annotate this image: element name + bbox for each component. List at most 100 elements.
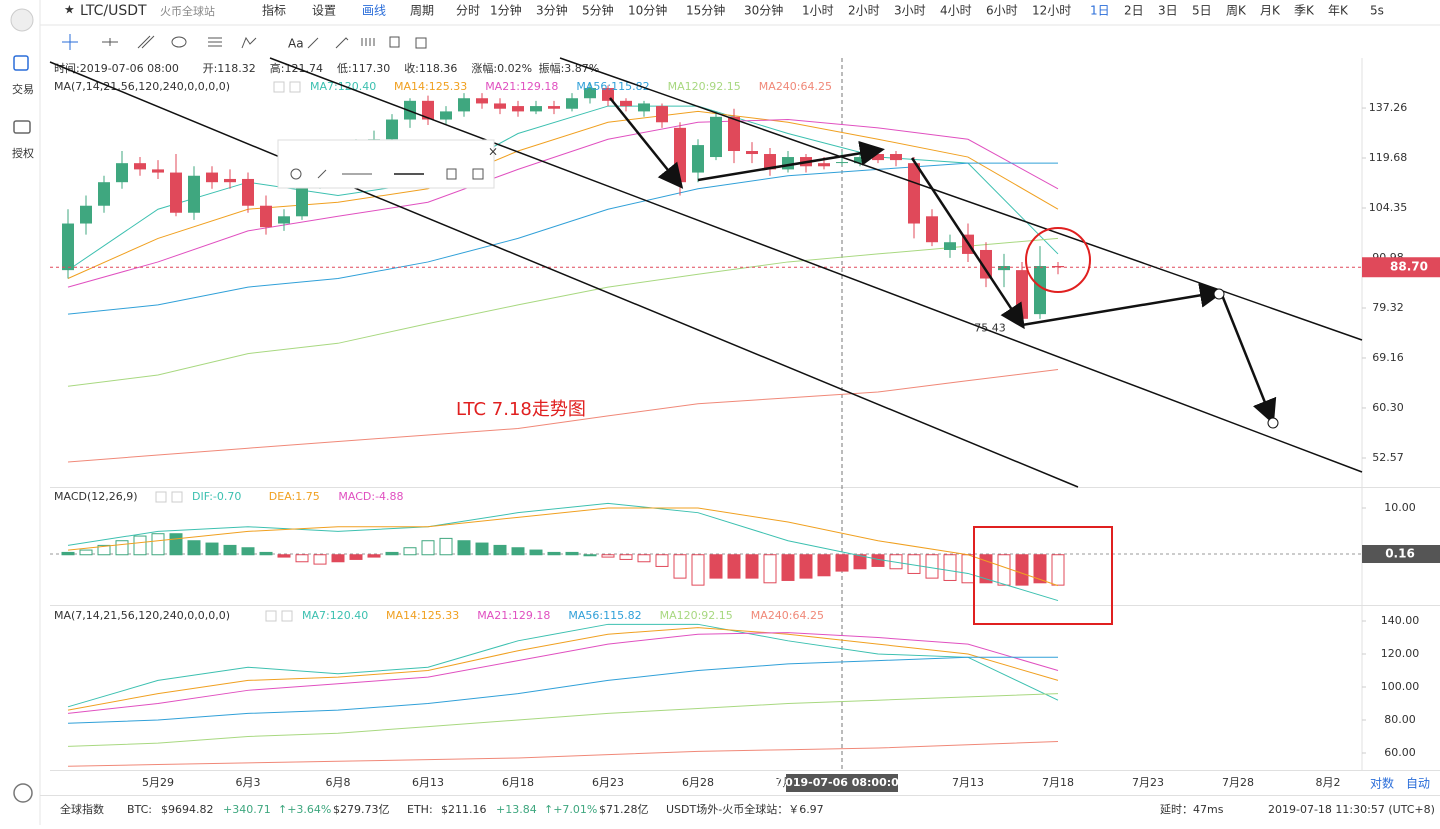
tool[interactable]: 指标	[262, 3, 286, 18]
macd-bar	[349, 554, 363, 560]
header-item: DIF:-0.70	[192, 490, 241, 503]
header-item: MA21:129.18	[477, 609, 550, 622]
period[interactable]: 5日	[1192, 4, 1212, 18]
candle-body	[116, 163, 128, 183]
x-tick-label: 8月2	[1316, 776, 1341, 789]
y-tick-label: 10.00	[1384, 501, 1416, 514]
close-icon	[289, 81, 301, 93]
candle-body	[476, 98, 488, 104]
arrows	[609, 97, 1277, 425]
popup-close[interactable]: ×	[488, 145, 498, 159]
period[interactable]: 分时	[456, 4, 480, 18]
y-tick-label: 104.35	[1369, 201, 1408, 214]
macd-bar	[601, 554, 615, 558]
x-tick-label: 6月13	[412, 776, 444, 789]
y-tick-label: 119.68	[1369, 151, 1408, 164]
refresh[interactable]: 5s	[1370, 4, 1384, 18]
candle-body	[1034, 266, 1046, 315]
status-latency: 延时：47ms	[1160, 803, 1224, 816]
last-price-badge	[1362, 257, 1440, 278]
macd-bar	[295, 554, 309, 563]
period[interactable]: 月K	[1260, 4, 1281, 18]
y-tick-label: 120.00	[1381, 647, 1420, 660]
macd-bar	[97, 544, 111, 556]
macd-bar	[241, 547, 255, 556]
period[interactable]: 12小时	[1032, 4, 1071, 18]
macd-bar	[835, 554, 849, 572]
last-price: 88.70	[1390, 260, 1428, 274]
macd-bar	[709, 554, 723, 579]
x-tick-label: 6月8	[326, 776, 351, 789]
macd-bar	[439, 537, 453, 556]
period-label[interactable]: 周期	[410, 4, 434, 18]
period[interactable]: 30分钟	[744, 3, 783, 18]
tool[interactable]: 设置	[312, 4, 336, 18]
macd-bar	[943, 554, 957, 581]
header-item: MACD:-4.88	[338, 490, 403, 503]
auth-icon[interactable]	[13, 120, 31, 134]
macd-bar	[133, 535, 147, 556]
sidebar-item[interactable]: 授权	[12, 146, 34, 160]
macd-bar	[79, 549, 93, 556]
period[interactable]: 季K	[1294, 4, 1315, 18]
candle-body	[692, 145, 704, 173]
candle-body	[440, 111, 452, 120]
period[interactable]: 5分钟	[582, 3, 614, 18]
period[interactable]: 年K	[1328, 4, 1349, 18]
status-btc: $9694.82	[161, 803, 214, 816]
period[interactable]: 周K	[1226, 4, 1247, 18]
y-tick-label: 79.32	[1372, 301, 1404, 314]
period[interactable]: 4小时	[940, 4, 972, 18]
period[interactable]: 6小时	[986, 4, 1018, 18]
text-tool[interactable]: Aa	[288, 37, 304, 51]
macd-bar	[367, 554, 381, 558]
header-item: MA14:125.33	[394, 80, 467, 93]
candle-body	[224, 178, 236, 183]
scale-mode[interactable]: 对数	[1370, 776, 1394, 791]
trade-icon[interactable]	[13, 55, 29, 71]
sidebar-item[interactable]: 交易	[12, 82, 34, 96]
macd-bar	[565, 551, 579, 556]
star[interactable]: ★	[64, 3, 75, 17]
crosshair-label: 2019-07-06 08:00:00	[778, 776, 907, 789]
header-item: MA56:115.82	[568, 609, 641, 622]
candle-body	[656, 106, 668, 123]
x-tick-label: 6月3	[236, 776, 261, 789]
candle-body	[278, 216, 290, 224]
candle-body	[836, 162, 848, 164]
close-icon	[171, 491, 183, 503]
tool[interactable]: 画线	[362, 4, 386, 18]
macd-bar	[493, 544, 507, 556]
period[interactable]: 15分钟	[686, 3, 725, 18]
period[interactable]: 10分钟	[628, 3, 667, 18]
header-title: MA(7,14,21,56,120,240,0,0,0,0)	[54, 80, 230, 93]
period[interactable]: 1小时	[802, 4, 834, 18]
candle-body	[80, 205, 92, 224]
status-btc: +340.71	[223, 803, 271, 816]
x-tick-label: 6月18	[502, 776, 534, 789]
symbol: LTC/USDT	[80, 3, 147, 19]
period[interactable]: 2日	[1124, 4, 1144, 18]
period[interactable]: 3小时	[894, 4, 926, 18]
trend-lines	[49, 57, 1363, 488]
draw-tools	[62, 34, 427, 50]
macd-bar	[727, 554, 741, 579]
macd-bar	[61, 551, 75, 556]
crosshair-badge	[786, 774, 898, 792]
macd-bar	[799, 554, 813, 579]
info-item: 低:117.30	[337, 62, 390, 75]
macd-bar	[961, 554, 975, 584]
period[interactable]: 1分钟	[490, 3, 522, 18]
low-label: 75.43	[974, 321, 1006, 334]
settings-icon[interactable]	[13, 783, 33, 803]
period[interactable]: 3分钟	[536, 3, 568, 18]
candle-body	[728, 116, 740, 152]
candle-body	[62, 223, 74, 271]
candle-body	[134, 163, 146, 170]
period[interactable]: 1日	[1090, 4, 1110, 18]
scale-mode[interactable]: 自动	[1406, 777, 1430, 791]
macd-bar	[187, 540, 201, 556]
header-item: MA240:64.25	[751, 609, 824, 622]
period[interactable]: 2小时	[848, 4, 880, 18]
period[interactable]: 3日	[1158, 4, 1178, 18]
